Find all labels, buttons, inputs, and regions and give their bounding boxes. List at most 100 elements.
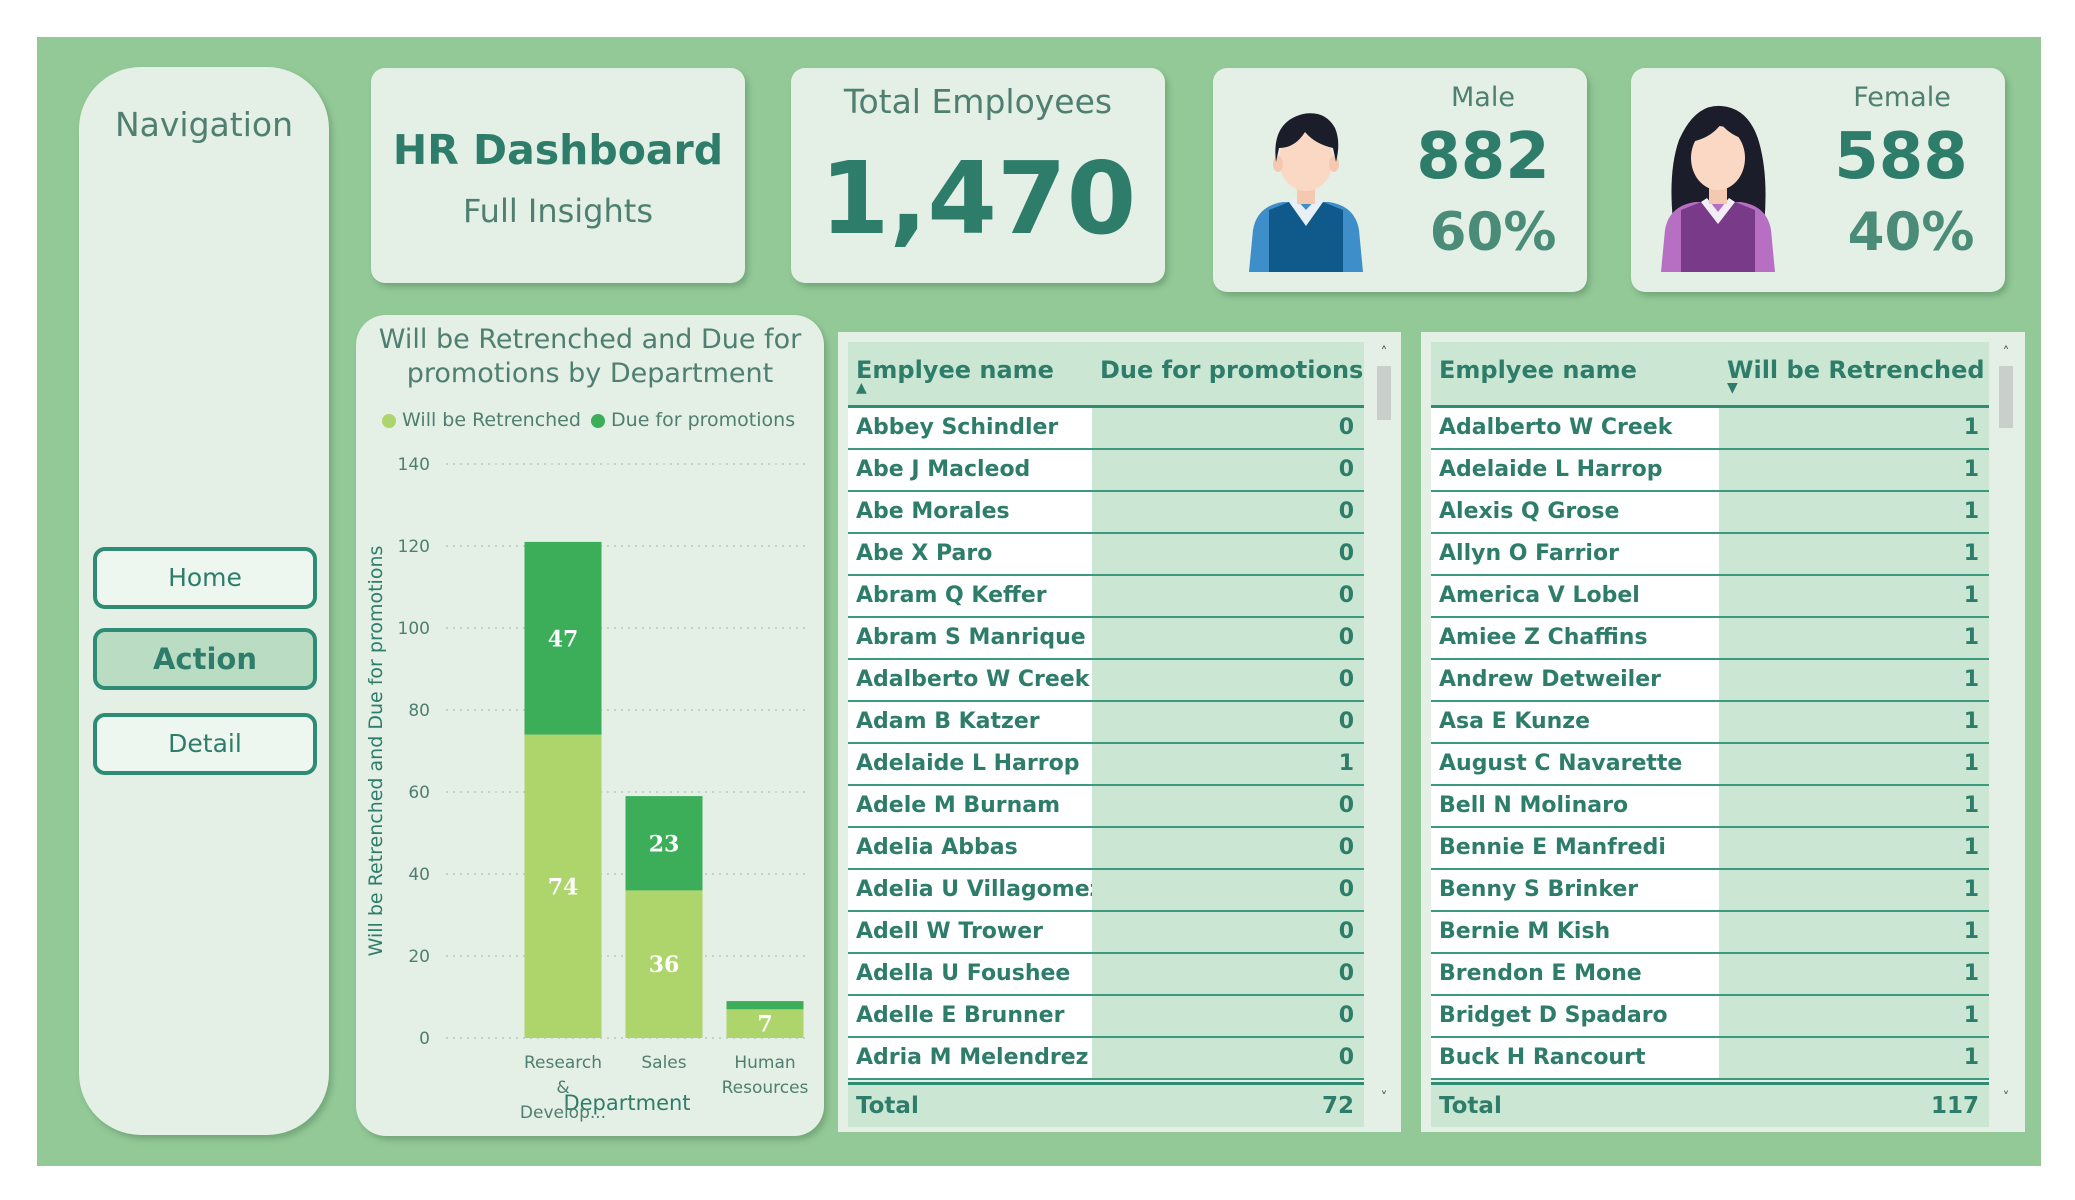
promotions-table-body: Abbey Schindler 0 Abe J Macleod 0 Abe Morale… — [848, 408, 1364, 1080]
action-button[interactable]: Action — [93, 628, 317, 690]
promotions-total-row: Total 72 — [848, 1082, 1364, 1127]
promotions-col-value[interactable]: Due for promotions — [1100, 356, 1364, 384]
retrenched-table-row[interactable]: Bennie E Manfredi 1 — [1431, 828, 1989, 870]
chart-title: Will be Retrenched and Due for promotion… — [378, 324, 802, 389]
value-cell: 1 — [1719, 870, 1989, 910]
retrenched-table-row[interactable]: Brendon E Mone 1 — [1431, 954, 1989, 996]
promotions-table-row[interactable]: Adelia Abbas 0 — [848, 828, 1364, 870]
value-cell: 0 — [1092, 660, 1364, 700]
promotions-table-row[interactable]: Abe Morales 0 — [848, 492, 1364, 534]
promotions-total-label: Total — [856, 1093, 919, 1119]
value-cell: 1 — [1719, 408, 1989, 448]
value-cell: 1 — [1719, 576, 1989, 616]
promotions-table-row[interactable]: Abram S Manrique 0 — [848, 618, 1364, 660]
hr-dashboard-card: HR Dashboard Full Insights — [371, 68, 745, 283]
scrollbar-thumb[interactable] — [1999, 366, 2013, 428]
promotions-table-row[interactable]: Adalberto W Creek 0 — [848, 660, 1364, 702]
y-tick-label: 140 — [398, 455, 430, 475]
retrenched-scrollbar[interactable]: ˄ ˅ — [1999, 346, 2013, 1106]
sort-ascending-icon[interactable]: ▲ — [856, 380, 867, 396]
retrenched-table-row[interactable]: Bernie M Kish 1 — [1431, 912, 1989, 954]
legend-label-promotions: Due for promotions — [611, 409, 796, 431]
retrenched-total-row: Total 117 — [1431, 1082, 1989, 1127]
male-percent: 60% — [1429, 202, 1557, 263]
dashboard-title: HR Dashboard — [392, 126, 724, 174]
bar-retrenched — [726, 1009, 804, 1038]
promotions-table-row[interactable]: Adell W Trower 0 — [848, 912, 1364, 954]
promotions-col-name[interactable]: Emplyee name — [856, 356, 1054, 384]
retrenched-table-row[interactable]: Andrew Detweiler 1 — [1431, 660, 1989, 702]
retrenched-table-row[interactable]: Adalberto W Creek 1 — [1431, 408, 1989, 450]
promotions-scrollbar[interactable]: ˄ ˅ — [1377, 346, 1391, 1106]
legend-label-retrenched: Will be Retrenched — [402, 409, 581, 431]
employee-name-cell: Adele M Burnam — [848, 786, 1092, 826]
promotions-table-row[interactable]: Adella U Foushee 0 — [848, 954, 1364, 996]
retrenched-table-row[interactable]: Benny S Brinker 1 — [1431, 870, 1989, 912]
retrenched-table-row[interactable]: America V Lobel 1 — [1431, 576, 1989, 618]
employee-name-cell: Adelle E Brunner — [848, 996, 1092, 1036]
total-employees-value: 1,470 — [819, 140, 1137, 257]
scrollbar-thumb[interactable] — [1377, 366, 1391, 420]
promotions-table-row[interactable]: Abe X Paro 0 — [848, 534, 1364, 576]
employee-name-cell: Adria M Melendrez — [848, 1038, 1092, 1078]
promotions-table: Emplyee name ▲ Due for promotions Abbey … — [838, 332, 1401, 1132]
promotions-table-row[interactable]: Abe J Macleod 0 — [848, 450, 1364, 492]
bar-promotions — [524, 541, 602, 735]
promotions-total-value: 72 — [1321, 1093, 1354, 1119]
value-cell: 1 — [1719, 996, 1989, 1036]
value-cell: 1 — [1719, 660, 1989, 700]
employee-name-cell: Brendon E Mone — [1431, 954, 1719, 994]
promotions-table-row[interactable]: Adelaide L Harrop 1 — [848, 744, 1364, 786]
promotions-table-row[interactable]: Adele M Burnam 0 — [848, 786, 1364, 828]
retrenched-table-row[interactable]: Bridget D Spadaro 1 — [1431, 996, 1989, 1038]
bar-promotions — [726, 1001, 804, 1010]
value-cell: 1 — [1719, 618, 1989, 658]
retrenched-col-name[interactable]: Emplyee name — [1439, 356, 1637, 384]
retrenched-table-row[interactable]: August C Navarette 1 — [1431, 744, 1989, 786]
promotions-table-row[interactable]: Adam B Katzer 0 — [848, 702, 1364, 744]
y-axis-label: Will be Retrenched and Due for promotion… — [365, 546, 387, 957]
value-cell: 1 — [1719, 912, 1989, 952]
bar-retrenched — [524, 734, 602, 1038]
retrenched-table-row[interactable]: Alexis Q Grose 1 — [1431, 492, 1989, 534]
promotions-table-row[interactable]: Abram Q Keffer 0 — [848, 576, 1364, 618]
home-button[interactable]: Home — [93, 547, 317, 609]
promotions-table-row[interactable]: Abbey Schindler 0 — [848, 408, 1364, 450]
scroll-up-icon[interactable]: ˄ — [2002, 345, 2010, 361]
female-avatar-icon — [1661, 105, 1775, 272]
scroll-up-icon[interactable]: ˄ — [1380, 345, 1388, 361]
retrenched-table-body: Adalberto W Creek 1 Adelaide L Harrop 1 Alex… — [1431, 408, 1989, 1080]
sort-descending-icon[interactable]: ▼ — [1727, 380, 1738, 396]
employee-name-cell: Adam B Katzer — [848, 702, 1092, 742]
dashboard-subtitle: Full Insights — [463, 192, 653, 230]
chart-legend: Will be Retrenched Due for promotions — [382, 409, 802, 431]
scroll-down-icon[interactable]: ˅ — [1380, 1090, 1388, 1106]
retrenched-table-row[interactable]: Amiee Z Chaffins 1 — [1431, 618, 1989, 660]
data-label: 74 — [548, 874, 579, 900]
employee-name-cell: Adelia U Villagomez — [848, 870, 1102, 910]
employee-name-cell: Adalberto W Creek — [1431, 408, 1719, 448]
retrenched-table-row[interactable]: Allyn O Farrior 1 — [1431, 534, 1989, 576]
y-tick-label: 40 — [408, 865, 430, 885]
male-label: Male — [1451, 82, 1515, 113]
value-cell: 0 — [1092, 870, 1364, 910]
dashboard-canvas: Navigation Home Action Detail HR Dashboa… — [37, 37, 2041, 1166]
retrenched-table-row[interactable]: Asa E Kunze 1 — [1431, 702, 1989, 744]
promotions-table-row[interactable]: Adelle E Brunner 0 — [848, 996, 1364, 1038]
employee-name-cell: Allyn O Farrior — [1431, 534, 1719, 574]
female-percent: 40% — [1847, 202, 1975, 263]
retrenched-col-value[interactable]: Will be Retrenched — [1727, 356, 1985, 384]
promotions-table-row[interactable]: Adria M Melendrez 0 — [848, 1038, 1364, 1080]
male-count: 882 — [1416, 120, 1550, 194]
x-tick-label: Research & Develop... — [520, 1053, 606, 1123]
legend-swatch-promotions — [590, 413, 605, 428]
employee-name-cell: America V Lobel — [1431, 576, 1719, 616]
retrenched-table-row[interactable]: Bell N Molinaro 1 — [1431, 786, 1989, 828]
employee-name-cell: Bennie E Manfredi — [1431, 828, 1719, 868]
promotions-table-row[interactable]: Adelia U Villagomez 0 — [848, 870, 1364, 912]
retrenched-table-row[interactable]: Buck H Rancourt 1 — [1431, 1038, 1989, 1080]
retrenched-table-row[interactable]: Adelaide L Harrop 1 — [1431, 450, 1989, 492]
navigation-panel: Navigation Home Action Detail — [79, 67, 329, 1135]
scroll-down-icon[interactable]: ˅ — [2002, 1090, 2010, 1106]
detail-button[interactable]: Detail — [93, 713, 317, 775]
